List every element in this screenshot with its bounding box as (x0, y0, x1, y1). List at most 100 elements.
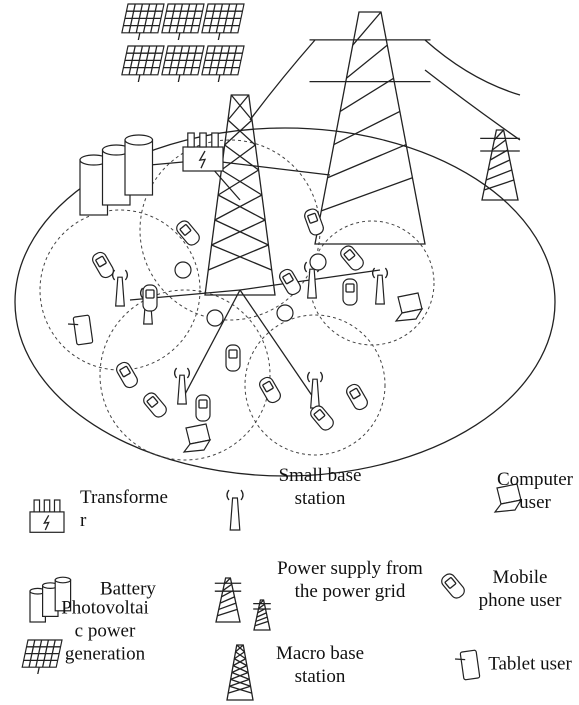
phone-icon (338, 244, 365, 273)
tablet-icon (454, 650, 480, 681)
tower-brace (218, 195, 265, 220)
phone-icon (90, 250, 115, 280)
pylon-brace (334, 111, 400, 144)
pylon-brace (486, 170, 512, 180)
panel-post (218, 75, 220, 82)
battery-top (125, 135, 153, 145)
tower-brace (225, 120, 252, 145)
bushing (54, 500, 59, 512)
legend-label: station (295, 666, 346, 687)
phone-icon (257, 375, 282, 405)
phone-icon (114, 360, 139, 390)
laptop-icon (184, 424, 210, 452)
tower-icon (205, 95, 275, 295)
legend-label: Computer (497, 469, 574, 490)
tower-brace (208, 245, 268, 270)
bushing (34, 500, 39, 512)
legend-label: Battery (100, 578, 156, 599)
small-cell (310, 221, 434, 345)
pylon-brace (488, 160, 510, 170)
phone-icon (174, 219, 201, 248)
pylon-brace (346, 45, 387, 78)
phone-icon (226, 345, 240, 371)
tablet-body (73, 315, 93, 345)
small-base-station-icon (227, 490, 243, 530)
legend-label: Macro base (276, 643, 364, 664)
panel-post (178, 75, 180, 82)
legend-label: Photovoltai (61, 597, 149, 618)
tower-icon (227, 645, 253, 700)
pylon-icon (310, 12, 431, 244)
bushing (188, 133, 194, 147)
tower-brace (228, 120, 255, 145)
legend-label: Tablet user (488, 653, 572, 674)
tower-brace (212, 220, 266, 245)
panel-post (178, 33, 180, 40)
pylon-body (315, 12, 425, 244)
solar-panel-icon (200, 46, 244, 82)
tower-brace (212, 245, 272, 270)
pylon-brace (256, 617, 267, 621)
tower-brace (221, 145, 255, 170)
pylon-brace (321, 178, 412, 211)
solar-panel-icon (120, 4, 164, 40)
bushing (200, 133, 206, 147)
pylon-brace (484, 180, 514, 190)
panel-post (38, 667, 39, 674)
legend-label: Small base (279, 465, 362, 486)
battery-cell (125, 140, 153, 195)
pylon-icon (253, 600, 271, 630)
legend-label: generation (65, 643, 146, 664)
panel-post (218, 33, 220, 40)
transformer-icon (30, 500, 64, 532)
tower-brace (225, 145, 259, 170)
small-base-station-icon (308, 372, 323, 408)
tower-body (205, 95, 275, 295)
pylon-brace (340, 78, 393, 111)
power-lines (250, 40, 520, 140)
mast (230, 498, 240, 530)
tablet-icon (67, 315, 93, 346)
solar-panel-icon (120, 46, 164, 82)
connection-lines (130, 160, 380, 400)
switch (207, 310, 223, 326)
legend-label: Power supply from (277, 558, 423, 579)
transformer-body (183, 147, 223, 171)
mast (178, 375, 187, 404)
phone-icon (141, 391, 168, 420)
phone-icon (143, 285, 157, 311)
panel-post (138, 33, 140, 40)
solar-panel-icon (200, 4, 244, 40)
pylon-brace (255, 621, 268, 625)
pylon-brace (217, 609, 237, 615)
pylon-icon (215, 578, 241, 622)
pylon-brace (328, 145, 407, 178)
network-diagram: TransformerSmall basestationComputeruser… (0, 0, 579, 705)
tower-brace (221, 170, 261, 195)
panel-post (138, 75, 140, 82)
legend-label: user (519, 492, 551, 513)
small-base-station-icon (175, 368, 190, 404)
legend-label: station (295, 488, 346, 509)
phone-icon (343, 279, 357, 305)
switch (175, 262, 191, 278)
bushing (44, 500, 49, 512)
laptop-icon (396, 293, 422, 321)
legend-label: Mobile (493, 567, 548, 588)
legend-label: phone user (479, 590, 563, 611)
legend-label: the power grid (295, 581, 406, 602)
legend-label: c power (75, 620, 136, 641)
legend-label: r (80, 510, 87, 531)
tablet-body (460, 650, 480, 680)
pylon-icon (480, 130, 520, 200)
mast (308, 269, 317, 298)
solar-panel-icon (21, 640, 62, 674)
phone-icon (196, 395, 210, 421)
small-base-station-icon (373, 268, 388, 304)
mast (376, 275, 385, 304)
mast (311, 379, 320, 408)
bushing (212, 133, 218, 147)
pylon-brace (220, 597, 234, 603)
solar-panel-icon (160, 4, 204, 40)
transformer-icon (183, 133, 223, 171)
